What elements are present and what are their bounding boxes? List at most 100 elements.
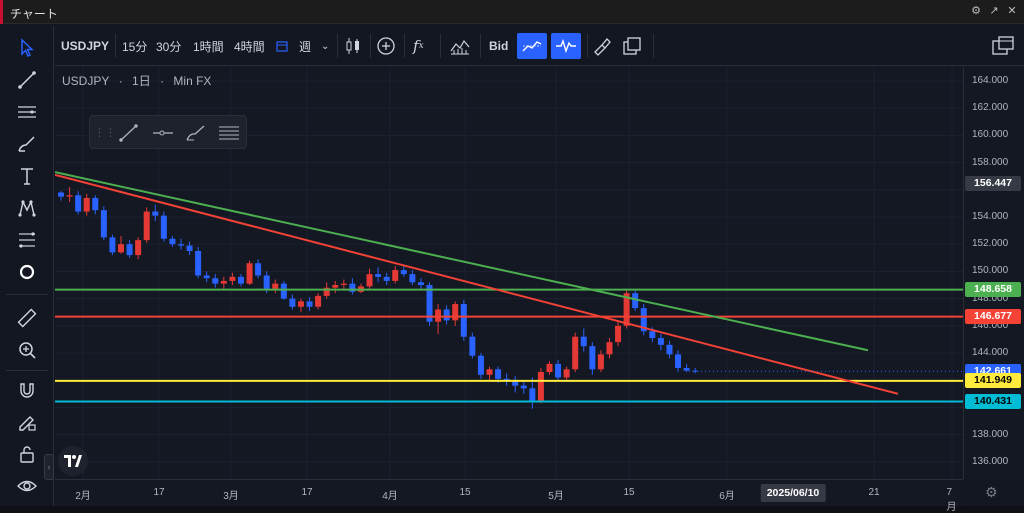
legend-dot: · xyxy=(160,74,165,88)
eye-icon[interactable] xyxy=(10,472,44,500)
time-tick-label: 21 xyxy=(868,487,880,498)
pattern-icon[interactable] xyxy=(10,194,44,222)
fav-trendline-icon[interactable] xyxy=(116,122,142,144)
candle-body xyxy=(280,283,287,299)
interval-4h[interactable]: 4時間 xyxy=(234,39,265,54)
candle-body xyxy=(340,283,347,285)
fav-brush-icon[interactable] xyxy=(184,122,210,144)
time-tick-label: 4月 xyxy=(382,491,398,502)
candle-body xyxy=(486,369,493,375)
price-axis[interactable]: 164.000 162.000 160.000 158.000 154.000 152.0… xyxy=(963,67,1024,479)
text-icon[interactable] xyxy=(10,162,44,190)
price-tick-label: 138.000 xyxy=(972,428,1009,440)
interval-30m[interactable]: 30分 xyxy=(156,39,182,54)
fav-horizontal-ray-icon[interactable] xyxy=(150,122,176,144)
tradingview-logo[interactable] xyxy=(58,446,88,476)
lock-draw-icon[interactable] xyxy=(10,408,44,436)
trendline-icon[interactable] xyxy=(10,66,44,94)
time-axis[interactable]: 2月 17 3月 17 4月 15 5月 15 6月 21 7月 2025/06/10 xyxy=(55,479,963,513)
candle-body xyxy=(469,336,476,356)
templates-icon[interactable] xyxy=(449,26,471,66)
candle-body xyxy=(246,263,253,284)
lock-icon[interactable] xyxy=(10,440,44,468)
fav-fib-icon[interactable] xyxy=(216,122,242,144)
candle-body xyxy=(169,238,176,245)
candle-body xyxy=(572,336,579,370)
candle-body xyxy=(520,385,527,389)
compare-add-icon[interactable] xyxy=(376,26,396,66)
price-tick-label: 150.000 xyxy=(972,265,1009,277)
candle-body xyxy=(563,369,570,378)
pulse-toggle-icon[interactable] xyxy=(551,33,581,59)
bid-toggle[interactable]: Bid xyxy=(489,39,509,53)
settings-icon[interactable]: ⚙ xyxy=(971,5,981,17)
interval-15m[interactable]: 15分 xyxy=(122,39,148,54)
time-tick-label: 5月 xyxy=(548,491,564,502)
trendline-red xyxy=(54,173,899,395)
price-tick-label: 164.000 xyxy=(972,75,1009,86)
candle-body xyxy=(632,293,639,309)
circle-icon[interactable] xyxy=(10,258,44,286)
candle-body xyxy=(332,285,339,288)
price-line-toggle-icon[interactable] xyxy=(517,33,547,59)
zoom-icon[interactable] xyxy=(10,336,44,364)
calendar-icon[interactable] xyxy=(276,26,288,66)
candle-body xyxy=(452,304,459,321)
magnet-icon[interactable] xyxy=(10,376,44,404)
interval-1h[interactable]: 1時間 xyxy=(193,39,224,54)
candle-body xyxy=(126,244,133,256)
candle-body xyxy=(537,372,544,402)
cursor-icon[interactable] xyxy=(10,34,44,62)
candle-body xyxy=(460,304,467,337)
time-tick-label: 17 xyxy=(153,487,165,498)
candle-body xyxy=(100,210,107,238)
candle-body xyxy=(366,274,373,287)
window-controls: ⚙ ↗ ✕ xyxy=(970,4,1018,17)
horizontal-lines-icon[interactable] xyxy=(10,98,44,126)
candle-body xyxy=(135,240,142,256)
candle-body xyxy=(220,280,227,284)
candle-body xyxy=(83,197,90,212)
candle-body xyxy=(409,274,416,283)
interval-dropdown-chevron-icon[interactable]: ⌄ xyxy=(321,40,330,52)
candle-body xyxy=(683,367,690,371)
brush-icon[interactable] xyxy=(10,130,44,158)
price-tick-label: 160.000 xyxy=(972,129,1009,141)
candlestick-type-icon[interactable] xyxy=(344,26,362,66)
clear-brush-icon[interactable] xyxy=(591,26,613,66)
symbol-button[interactable]: USDJPY xyxy=(61,39,110,53)
price-level-label: 141.949 xyxy=(965,373,1021,389)
candle-body xyxy=(203,275,210,279)
toolbar-separator xyxy=(370,34,371,58)
layout-windows-icon[interactable] xyxy=(621,26,643,66)
candle-body xyxy=(177,244,184,246)
fib-icon[interactable] xyxy=(10,226,44,254)
legend-source: Min FX xyxy=(173,74,212,88)
trendline-green xyxy=(54,171,869,352)
candle-body xyxy=(555,363,562,378)
interval-week[interactable]: 週 xyxy=(299,39,312,54)
collapse-toolbar-button[interactable]: ‹ xyxy=(44,454,54,480)
candle-body xyxy=(657,338,664,345)
titlebar-accent xyxy=(0,0,3,24)
price-tick-label: 144.000 xyxy=(972,347,1009,358)
close-icon[interactable]: ✕ xyxy=(1007,5,1017,17)
ruler-icon[interactable] xyxy=(10,304,44,332)
candle-body xyxy=(615,325,622,343)
candle-body xyxy=(692,370,699,372)
drag-handle-icon[interactable]: ⋮⋮ xyxy=(94,127,116,139)
candle-body xyxy=(580,336,587,347)
chart-settings-gear-icon[interactable]: ⚙ xyxy=(985,484,998,500)
candle-body xyxy=(229,276,236,281)
price-level-label: 148.658 xyxy=(965,282,1021,298)
candle-body xyxy=(417,282,424,285)
candle-body xyxy=(400,270,407,275)
candle-body xyxy=(297,301,304,307)
candle-body xyxy=(58,192,64,197)
candle-body xyxy=(255,263,262,276)
multi-layout-icon[interactable] xyxy=(991,26,1015,66)
price-chart[interactable] xyxy=(54,67,963,479)
popout-icon[interactable]: ↗ xyxy=(989,5,999,17)
